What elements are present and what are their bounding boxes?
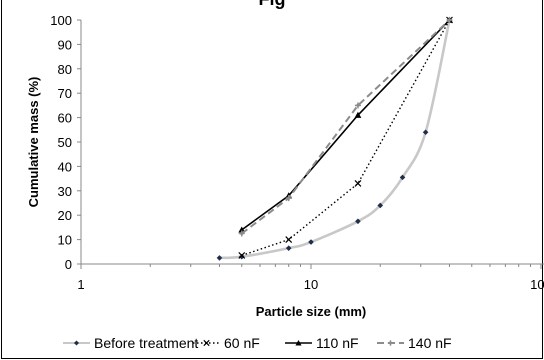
- y-tick-label: 90: [58, 37, 72, 52]
- series-marker: [285, 236, 293, 244]
- y-tick-label: 40: [58, 159, 72, 174]
- legend-label: 140 nF: [408, 335, 452, 351]
- y-tick-label: 20: [58, 208, 72, 223]
- legend-item-3: 140 nF: [377, 335, 452, 351]
- chart-title: Fig: [0, 0, 544, 10]
- axes: 0102030405060708090100110100: [50, 13, 544, 292]
- series-line: [241, 19, 451, 257]
- series-line: [241, 19, 451, 235]
- y-tick-label: 10: [58, 233, 72, 248]
- x-tick-label: 10: [304, 277, 318, 292]
- legend-label: 60 nF: [224, 335, 260, 351]
- y-axis-label: Cumulative mass (%): [26, 77, 41, 208]
- y-tick-label: 30: [58, 184, 72, 199]
- series-marker: [446, 17, 453, 23]
- plot-area: [216, 16, 453, 261]
- series-marker: [354, 102, 361, 109]
- y-tick-label: 0: [65, 257, 72, 272]
- legend-label: 110 nF: [316, 335, 359, 351]
- series-marker: [295, 339, 302, 346]
- legend-item-2: 110 nF: [285, 335, 359, 351]
- series-marker: [203, 339, 210, 347]
- y-tick-label: 60: [58, 111, 72, 126]
- x-tick-label: 1: [77, 277, 84, 292]
- series-marker: [216, 255, 223, 261]
- legend-item-1: 60 nF: [193, 335, 260, 351]
- series-1: [238, 16, 453, 259]
- series-marker: [399, 174, 406, 181]
- legend-item-0: Before treatment: [63, 335, 198, 351]
- series-marker: [238, 230, 245, 237]
- series-marker: [387, 340, 394, 346]
- y-tick-label: 80: [58, 62, 72, 77]
- series-marker: [354, 180, 362, 187]
- series-marker: [285, 245, 292, 251]
- y-tick-label: 70: [58, 86, 72, 101]
- legend-label: Before treatment: [94, 335, 198, 351]
- series-2: [238, 16, 453, 233]
- series-3: [238, 17, 453, 237]
- series-marker: [308, 239, 314, 245]
- series-marker: [285, 195, 292, 202]
- series-marker: [238, 252, 246, 259]
- x-axis-label: Particle size (mm): [256, 304, 367, 319]
- series-marker: [73, 340, 80, 346]
- series-marker: [422, 129, 429, 136]
- x-tick-label: 100: [530, 277, 544, 292]
- series-line: [241, 19, 451, 231]
- series-marker: [377, 202, 384, 209]
- series-marker: [354, 111, 362, 118]
- legend: Before treatment 60 nF 110 nF 140 nF: [63, 335, 452, 351]
- series-marker: [355, 218, 361, 225]
- y-tick-label: 100: [50, 13, 72, 28]
- y-tick-label: 50: [58, 135, 72, 150]
